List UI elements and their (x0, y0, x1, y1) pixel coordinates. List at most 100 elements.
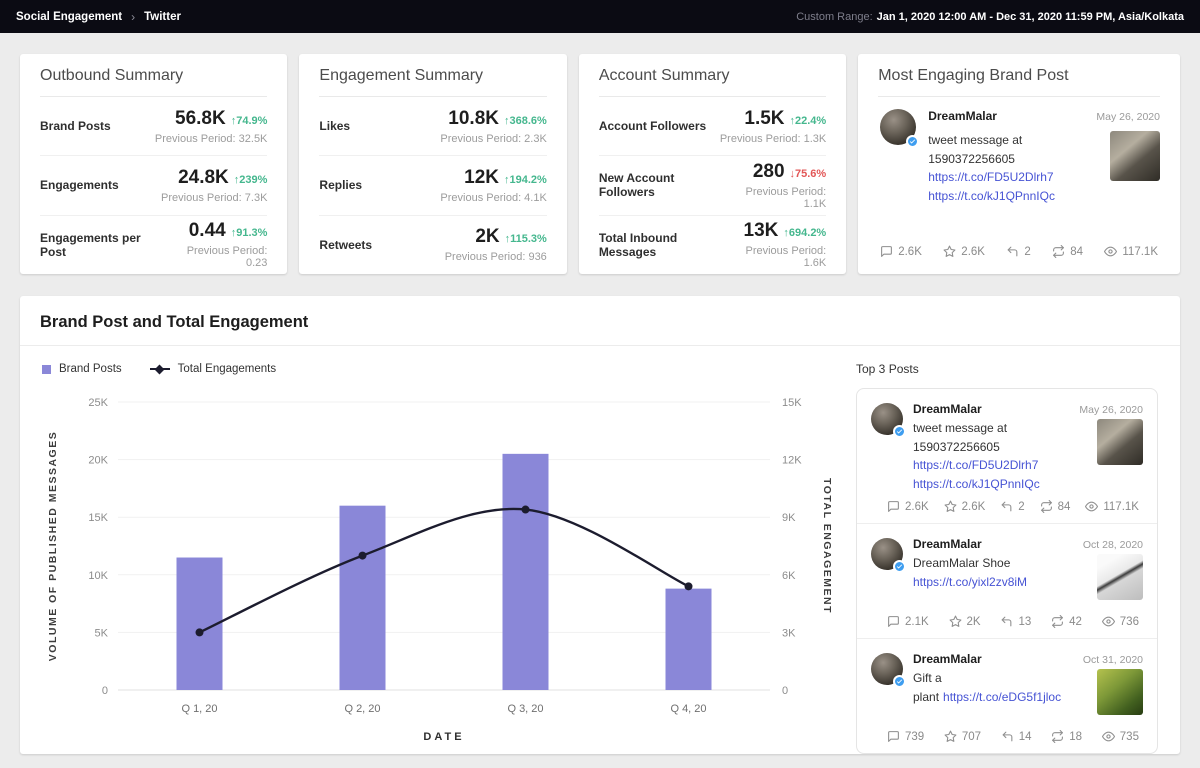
divider (598, 96, 827, 97)
legend-item-total-engagements[interactable]: Total Engagements (149, 363, 276, 375)
post-thumbnail[interactable] (1097, 554, 1143, 601)
metric-delta: ↓75.6% (789, 167, 827, 180)
post-link[interactable]: https://t.co/eDG5f1jloc (943, 689, 1062, 704)
metric-label: Likes (319, 119, 351, 134)
metric-row: Retweets 2K ↑115.3% Previous Period: 936 (319, 216, 546, 274)
svg-text:TOTAL ENGAGEMENT: TOTAL ENGAGEMENT (821, 478, 833, 614)
retweet-icon (1053, 245, 1065, 258)
svg-text:Q 3, 20: Q 3, 20 (507, 703, 543, 715)
avatar (880, 109, 920, 148)
chevron-right-icon: › (131, 9, 136, 24)
legend-item-brand-posts[interactable]: Brand Posts (42, 363, 122, 375)
post-card[interactable]: DreamMalar Oct 28, 2020 DreamMalar Shoe htt… (857, 524, 1157, 640)
post-link[interactable]: https://t.co/kJ1QPnnIQc (913, 476, 1040, 491)
metric-previous: Previous Period: 2.3K (440, 132, 547, 145)
metric-previous: Previous Period: 0.23 (186, 245, 268, 270)
metric-row: Replies 12K ↑194.2% Previous Period: 4.1K (319, 156, 547, 216)
combo-chart: 25K 15K 20K 12K 15K 9K 10K 6K 5K 3K 0 0 Q 1, 20 Q 2, … (40, 384, 838, 756)
stat-views: 117.1K (1085, 500, 1139, 513)
svg-text:15K: 15K (782, 397, 802, 409)
stat-value: 13 (1018, 615, 1032, 628)
summary-card: Engagement Summary Likes 10.8K ↑368.6% Previ… (299, 54, 567, 274)
card-title: Account Summary (598, 67, 730, 84)
summary-card: Account Summary Account Followers 1.5K ↑22.… (578, 54, 847, 274)
stat-value: 117.1K (1103, 500, 1139, 513)
metric-label: Replies (319, 178, 363, 193)
stat-likes: 2.6K (943, 245, 985, 258)
post-text: DreamMalar Shoe (913, 556, 1011, 571)
svg-text:Q 2, 20: Q 2, 20 (344, 703, 380, 715)
date-range-value: Jan 1, 2020 12:00 AM - Dec 31, 2020 11:5… (876, 10, 1184, 23)
retweet-icon (1040, 500, 1052, 514)
metric-value: 0.44 (188, 220, 226, 242)
views-icon (1085, 502, 1099, 512)
stat-comments: 2.1K (887, 615, 929, 628)
retweet-icon (1052, 730, 1064, 744)
metric-row: Engagements 24.8K ↑239% Previous Period: 7.… (40, 156, 268, 216)
svg-text:DATE: DATE (423, 731, 464, 743)
metric-row: Likes 10.8K ↑368.6% Previous Period: 2.3K (319, 97, 547, 157)
summary-cards: Outbound Summary Brand Posts 56.8K ↑74.9% Pr… (20, 54, 847, 274)
svg-text:10K: 10K (88, 570, 108, 582)
views-icon (1104, 246, 1118, 257)
post-card[interactable]: DreamMalar May 26, 2020 tweet message at… (878, 97, 1160, 245)
date-range-label: Custom Range: (796, 10, 873, 23)
avatar-image (871, 538, 906, 574)
breadcrumb-twitter[interactable]: Twitter (144, 10, 181, 23)
post-thumbnail[interactable] (1097, 419, 1143, 465)
post-link[interactable]: https://t.co/yixl2zv8iM (913, 574, 1028, 589)
post-link[interactable]: https://t.co/FD5U2Dlrh7 (928, 170, 1054, 185)
post-author: DreamMalar (913, 652, 982, 667)
stat-value: 707 (961, 730, 982, 743)
post-link[interactable]: https://t.co/kJ1QPnnIQc (928, 188, 1055, 203)
stat-likes: 2.6K (944, 500, 986, 513)
stat-replies: 13 (1000, 615, 1031, 628)
card-title: Outbound Summary (40, 67, 184, 84)
divider (40, 96, 268, 97)
metric-value: 1.5K (744, 107, 785, 129)
metric-value: 2K (475, 226, 500, 248)
card-title: Most Engaging Brand Post (878, 67, 1069, 84)
post-link[interactable]: https://t.co/FD5U2Dlrh7 (913, 458, 1039, 473)
post-thumbnail[interactable] (1110, 131, 1160, 181)
avatar (871, 403, 906, 438)
comment-icon (888, 616, 899, 628)
post-author: DreamMalar (913, 402, 982, 416)
metric-row: Account Followers 1.5K ↑22.4% Previous Peri… (598, 97, 827, 157)
card-title: Engagement Summary (319, 67, 484, 84)
svg-text:Q 1, 20: Q 1, 20 (181, 703, 217, 715)
post-date: Oct 28, 2020 (1082, 539, 1143, 552)
metric-delta: ↑368.6% (504, 114, 547, 127)
metric-label: Engagements per Post (40, 230, 141, 259)
metric-previous: Previous Period: 4.1K (440, 191, 547, 204)
verified-badge-icon (893, 560, 906, 574)
metric-previous: Previous Period: 32.5K (154, 132, 268, 145)
svg-text:25K: 25K (88, 397, 108, 409)
svg-text:12K: 12K (782, 455, 802, 467)
stat-value: 18 (1069, 730, 1083, 743)
verified-badge-icon (906, 135, 920, 148)
most-engaging-brand-post-card: Most Engaging Brand Post DreamMalar May … (858, 54, 1180, 274)
post-card[interactable]: DreamMalar May 26, 2020 tweet message at 1… (857, 389, 1157, 525)
breadcrumb-social-engagement[interactable]: Social Engagement (16, 10, 123, 23)
metric-delta: ↑74.9% (230, 114, 268, 127)
stat-views: 735 (1101, 730, 1139, 743)
metric-value: 56.8K (175, 107, 226, 129)
star-icon (943, 245, 956, 257)
stat-comments: 2.6K (887, 500, 929, 513)
svg-text:6K: 6K (782, 570, 796, 582)
stat-value: 42 (1069, 615, 1082, 628)
post-thumbnail[interactable] (1097, 669, 1143, 716)
stat-value: 736 (1119, 615, 1139, 628)
metric-value: 280 (752, 160, 785, 182)
post-card[interactable]: DreamMalar Oct 31, 2020 Gift a plant https:… (857, 639, 1157, 753)
metric-delta: ↑694.2% (783, 227, 827, 240)
stat-value: 117.1K (1122, 245, 1158, 258)
stat-value: 2.6K (961, 500, 986, 513)
metric-previous: Previous Period: 1.1K (745, 185, 827, 210)
post-text: tweet message at 1590372256605 (913, 421, 1008, 454)
stat-value: 84 (1057, 500, 1071, 513)
date-range-control[interactable]: Custom Range: Jan 1, 2020 12:00 AM - Dec … (796, 11, 1184, 23)
metric-previous: Previous Period: 936 (444, 251, 547, 264)
chart-area: Brand Posts Total Engagements 25K 15K 20K 1… (40, 360, 838, 756)
